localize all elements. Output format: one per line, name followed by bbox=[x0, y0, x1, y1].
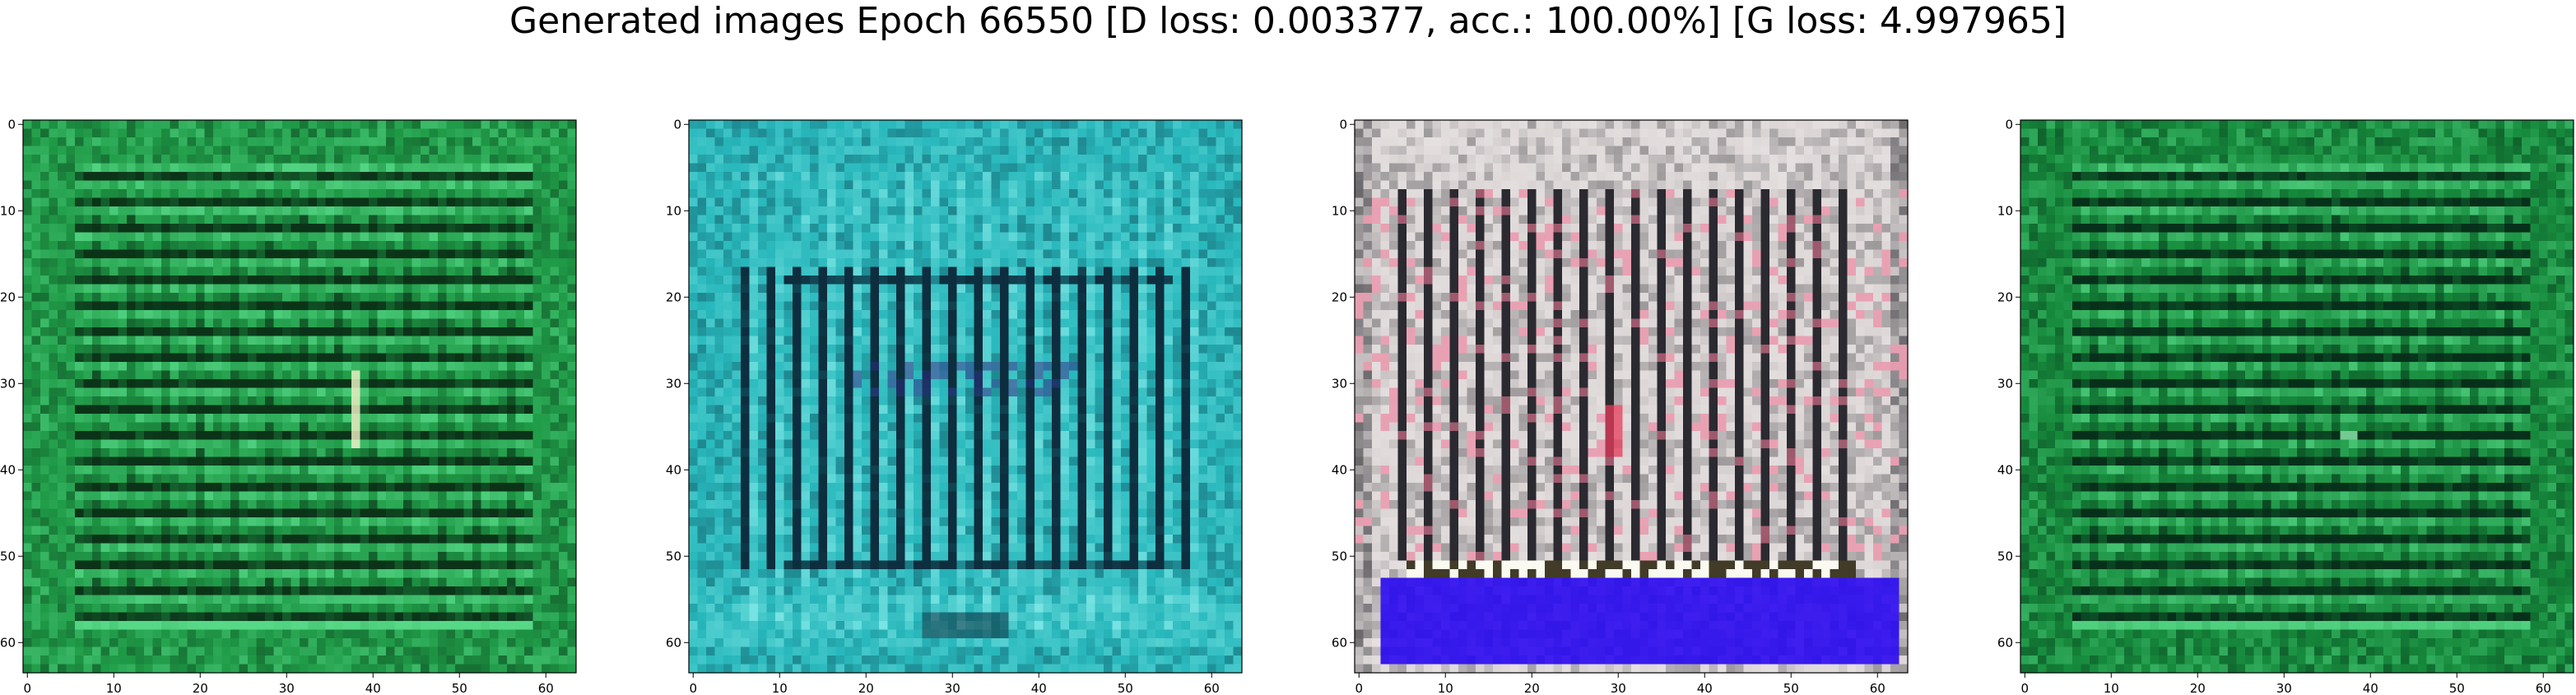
y-tick-label: 30 bbox=[1997, 376, 2013, 391]
x-tick-label: 40 bbox=[365, 681, 381, 695]
y-tick-label: 0 bbox=[2005, 117, 2013, 132]
y-tick-label: 50 bbox=[0, 549, 16, 563]
x-tick-label: 40 bbox=[1031, 681, 1047, 695]
y-tick-label: 60 bbox=[1332, 635, 1347, 650]
y-tick-label: 10 bbox=[666, 203, 681, 218]
subplot-3: 0 10 20 30 40 50 60 0 10 20 30 40 50 60 bbox=[1332, 115, 1941, 695]
x-tick-label: 60 bbox=[2536, 681, 2551, 695]
x-tick-label: 30 bbox=[279, 681, 295, 695]
image-pixels bbox=[2020, 120, 2574, 674]
image-pixels bbox=[23, 120, 577, 674]
y-tick-label: 30 bbox=[0, 376, 16, 391]
x-tick-label: 60 bbox=[538, 681, 554, 695]
x-tick-label: 50 bbox=[1118, 681, 1133, 695]
y-tick-label: 30 bbox=[1332, 376, 1347, 391]
subplot-4: 0 10 20 30 40 50 60 0 10 20 30 40 50 60 bbox=[1997, 115, 2576, 695]
x-tick-label: 40 bbox=[2363, 681, 2378, 695]
y-tick-label: 60 bbox=[1997, 635, 2013, 650]
x-tick-label: 20 bbox=[1524, 681, 1540, 695]
y-tick-label: 30 bbox=[666, 376, 681, 391]
x-tick-label: 10 bbox=[1438, 681, 1453, 695]
y-tick-label: 20 bbox=[666, 290, 681, 304]
x-tick-label: 30 bbox=[2276, 681, 2292, 695]
x-tick-label: 50 bbox=[1783, 681, 1799, 695]
x-tick-label: 0 bbox=[1355, 681, 1363, 695]
x-tick-label: 10 bbox=[2104, 681, 2119, 695]
x-tick-label: 60 bbox=[1870, 681, 1886, 695]
generated-image-2: 0 10 20 30 40 50 60 0 10 20 30 40 50 60 bbox=[666, 117, 1243, 695]
generated-image-4: 0 10 20 30 40 50 60 0 10 20 30 40 50 60 bbox=[1997, 117, 2574, 695]
y-tick-label: 50 bbox=[1997, 549, 2013, 563]
generated-image-3: 0 10 20 30 40 50 60 0 10 20 30 40 50 60 bbox=[1332, 117, 1909, 695]
x-tick-label: 0 bbox=[23, 681, 31, 695]
y-tick-label: 50 bbox=[1332, 549, 1347, 563]
axes-frame bbox=[688, 119, 1243, 674]
y-tick-label: 20 bbox=[0, 290, 16, 304]
y-tick-label: 40 bbox=[1332, 462, 1347, 477]
y-tick-label: 10 bbox=[0, 203, 16, 218]
x-tick-label: 50 bbox=[2449, 681, 2465, 695]
y-tick-label: 40 bbox=[1997, 462, 2013, 477]
subplot-1: 0 10 20 30 40 50 60 0 10 20 30 40 50 60 bbox=[0, 115, 609, 695]
x-tick-label: 20 bbox=[193, 681, 208, 695]
y-tick-label: 0 bbox=[7, 117, 16, 132]
x-tick-label: 10 bbox=[772, 681, 788, 695]
x-tick-label: 50 bbox=[452, 681, 467, 695]
image-pixels bbox=[1355, 120, 1909, 674]
x-tick-label: 0 bbox=[689, 681, 697, 695]
y-tick-label: 60 bbox=[0, 635, 16, 650]
y-tick-label: 10 bbox=[1997, 203, 2013, 218]
x-tick-label: 0 bbox=[2020, 681, 2029, 695]
x-tick-label: 30 bbox=[945, 681, 960, 695]
x-tick-label: 60 bbox=[1204, 681, 1220, 695]
y-tick-label: 40 bbox=[666, 462, 681, 477]
x-tick-label: 30 bbox=[1611, 681, 1626, 695]
x-tick-label: 20 bbox=[858, 681, 874, 695]
image-pixels bbox=[689, 120, 1243, 674]
y-tick-label: 60 bbox=[666, 635, 681, 650]
y-tick-label: 50 bbox=[666, 549, 681, 563]
y-tick-label: 20 bbox=[1997, 290, 2013, 304]
generated-image-1: 0 10 20 30 40 50 60 0 10 20 30 40 50 60 bbox=[0, 117, 577, 695]
axes-frame bbox=[2020, 119, 2574, 674]
subplot-2: 0 10 20 30 40 50 60 0 10 20 30 40 50 60 bbox=[666, 115, 1275, 695]
x-tick-label: 20 bbox=[2190, 681, 2206, 695]
axes-frame bbox=[22, 119, 577, 674]
y-tick-label: 40 bbox=[0, 462, 16, 477]
y-tick-label: 10 bbox=[1332, 203, 1347, 218]
y-tick-label: 0 bbox=[1339, 117, 1347, 132]
x-tick-label: 10 bbox=[106, 681, 122, 695]
y-tick-label: 20 bbox=[1332, 290, 1347, 304]
y-tick-label: 0 bbox=[673, 117, 681, 132]
axes-frame bbox=[1354, 119, 1909, 674]
x-tick-label: 40 bbox=[1697, 681, 1713, 695]
figure-title: Generated images Epoch 66550 [D loss: 0.… bbox=[509, 0, 2067, 42]
